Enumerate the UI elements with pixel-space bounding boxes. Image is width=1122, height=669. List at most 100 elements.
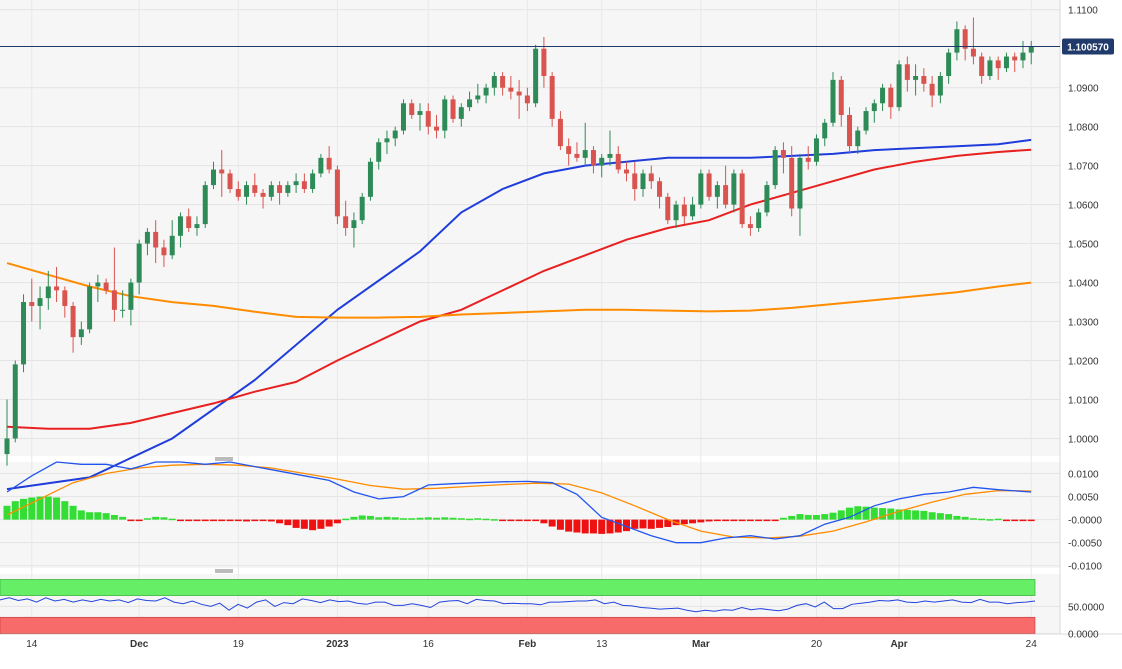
candle-body <box>813 138 819 162</box>
candle-body <box>731 173 737 205</box>
candle <box>516 79 522 119</box>
candle-body <box>450 99 456 119</box>
moving-average-line-2 <box>6 148 1032 430</box>
candle <box>615 146 621 174</box>
candle <box>334 165 340 225</box>
candle <box>1003 52 1009 73</box>
macd-histogram-bar <box>903 509 911 520</box>
candle <box>847 107 853 154</box>
candle <box>731 169 737 213</box>
candle-body <box>946 52 952 76</box>
candle <box>657 177 663 209</box>
macd-histogram-bar <box>837 510 845 520</box>
candle-body <box>293 181 299 186</box>
candle-body <box>244 185 250 197</box>
candle <box>822 118 828 147</box>
candle-body <box>268 185 274 197</box>
price-y-tick-label: 1.1100 <box>1068 6 1098 17</box>
candle <box>690 196 696 221</box>
candle <box>549 72 555 127</box>
candle <box>467 91 473 112</box>
candle <box>987 56 993 80</box>
candle-body <box>690 204 696 217</box>
candle <box>880 83 886 112</box>
candle-body <box>1003 56 1009 69</box>
macd-histogram-bar <box>1019 519 1027 522</box>
candle <box>747 216 753 236</box>
candle <box>995 56 1001 80</box>
candle <box>252 173 258 197</box>
candle-body <box>310 173 316 190</box>
candle <box>756 208 762 232</box>
candle <box>789 146 795 217</box>
candle-body <box>491 76 497 88</box>
candle <box>904 56 910 92</box>
macd-histogram-bar <box>152 516 160 520</box>
candle <box>21 294 27 373</box>
candle-body <box>681 204 687 217</box>
macd-histogram-bar <box>135 519 143 522</box>
candle-body <box>277 185 283 193</box>
pane-resize-handle[interactable] <box>215 457 233 461</box>
macd-histogram-bar <box>449 517 457 520</box>
macd-histogram-bar <box>722 519 730 522</box>
macd-y-tick-label: -0.0000 <box>1068 516 1102 527</box>
macd-histogram-bar <box>102 513 110 520</box>
candle <box>640 169 646 197</box>
candle <box>541 37 547 88</box>
candle <box>946 48 952 84</box>
rsi-layer <box>0 597 1036 613</box>
candle <box>1020 40 1026 69</box>
macd-histogram-bar <box>325 519 333 527</box>
x-tick-label: Apr <box>890 639 907 650</box>
macd-histogram-bar <box>267 519 275 522</box>
candle <box>384 130 390 154</box>
macd-histogram-bar <box>168 518 176 521</box>
candle-body <box>896 64 902 108</box>
macd-line <box>6 461 1032 544</box>
rsi-y-tick-label: 50.0000 <box>1068 602 1105 613</box>
macd-histogram-bar <box>218 519 226 522</box>
macd-histogram-bar <box>986 519 994 521</box>
candle <box>871 99 877 123</box>
macd-histogram-bar <box>383 516 391 520</box>
x-axis-ticks: 14 Dec 19 2023 16 Feb 13 Mar 20 Apr 24 <box>26 639 1037 650</box>
candle-body <box>1012 56 1018 61</box>
macd-histogram-bar <box>44 496 52 520</box>
macd-histogram-bar <box>969 518 977 520</box>
candle <box>681 196 687 225</box>
candle-body <box>863 111 869 131</box>
pane-resize-handle-2[interactable] <box>215 569 233 573</box>
macd-histogram-bar <box>416 517 424 520</box>
candle <box>128 278 134 326</box>
macd-histogram-bar <box>598 519 606 534</box>
candle <box>400 99 406 135</box>
macd-histogram-bar <box>226 519 234 522</box>
x-tick-label: 13 <box>596 639 608 650</box>
candle-body <box>780 150 786 158</box>
macd-histogram-bar <box>201 519 209 522</box>
candle <box>665 192 671 225</box>
macd-histogram-bar <box>490 519 498 521</box>
candle <box>921 68 927 92</box>
candle-body <box>219 169 225 174</box>
macd-histogram-bar <box>276 519 284 524</box>
price-panel[interactable] <box>0 0 1060 456</box>
candle-body <box>87 286 93 330</box>
moving-average-layer <box>6 138 1032 491</box>
candle-body <box>706 173 712 197</box>
candle <box>723 165 729 209</box>
candle-body <box>235 189 241 197</box>
candle-body <box>458 107 464 119</box>
candle <box>888 83 894 119</box>
rsi-line <box>0 597 1036 613</box>
macd-histogram-bar <box>210 519 217 522</box>
rsi-bands <box>0 579 1036 634</box>
candle <box>698 169 704 209</box>
macd-histogram-bar <box>870 507 878 520</box>
candle-body <box>1028 46 1034 53</box>
candle-body <box>516 91 522 96</box>
macd-histogram-bar <box>812 515 820 520</box>
candle <box>268 181 274 201</box>
